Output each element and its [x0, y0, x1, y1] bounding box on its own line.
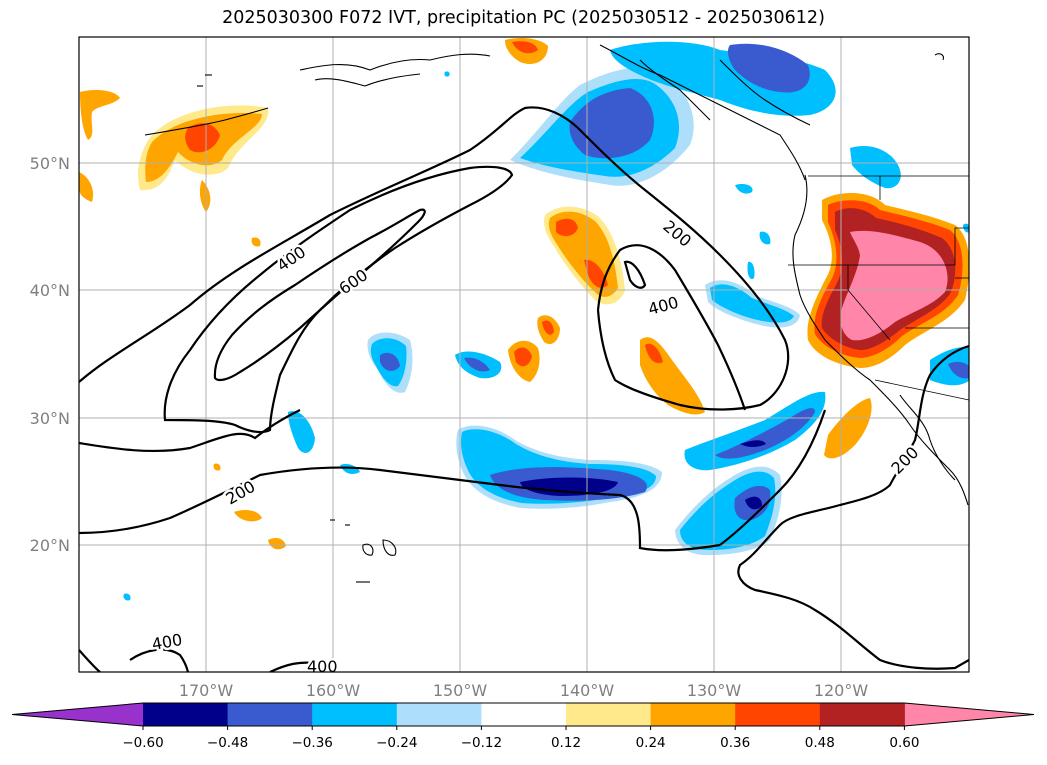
coastlines: [144, 44, 969, 583]
precip-positive-region: [584, 259, 608, 288]
ivt-contour-400: [163, 165, 514, 434]
ivt-contour-600: [213, 208, 426, 382]
precip-positive-region: [79, 172, 94, 202]
precip-negative-region: [747, 261, 755, 280]
contour-label: 400: [150, 630, 183, 654]
colorbar-tick-label: −0.48: [207, 735, 248, 751]
colorbar-tick-label: −0.24: [376, 735, 417, 751]
ivt-contour-200: [719, 409, 827, 546]
precip-positive-region: [542, 320, 554, 335]
colorbar-tick-label: 0.24: [636, 735, 666, 751]
ivt-contour-400: [596, 244, 747, 411]
precip-positive-region: [645, 343, 663, 364]
precip-negative-region: [727, 43, 810, 93]
contour-label: 200: [223, 477, 259, 509]
precip-positive-region: [251, 237, 261, 247]
precip-positive-region: [80, 90, 120, 140]
precip-positive-region: [514, 347, 532, 367]
precip-negative-region: [340, 463, 360, 474]
precip-positive-region: [185, 123, 220, 153]
precip-negative-region: [380, 352, 400, 371]
lat-labels: 50°N 40°N 30°N 20°N: [30, 154, 70, 555]
colorbar-tick-label: −0.60: [122, 735, 163, 751]
precip-negative-region: [850, 145, 901, 189]
lat-label: 20°N: [30, 536, 70, 555]
colorbar-tick-label: 0.60: [889, 735, 919, 751]
precip-negative-region: [684, 391, 826, 471]
colorbar-segment: [396, 703, 482, 726]
ivt-contour-200: [79, 466, 721, 552]
colorbar-tick-label: 0.12: [551, 735, 581, 751]
colorbar-segment: [227, 703, 313, 726]
contour-label: 200: [659, 217, 695, 251]
colorbar-segment: [481, 703, 567, 726]
precip-negative-region: [444, 71, 450, 77]
ivt-contour-400: [623, 260, 647, 289]
ivt-contours: [79, 106, 969, 672]
precip-positive-region: [512, 41, 538, 54]
map-title: 2025030300 F072 IVT, precipitation PC (2…: [222, 8, 825, 28]
precip-negative-region: [735, 183, 753, 194]
colorbar-segment: [143, 703, 229, 726]
ivt-contour-200: [737, 344, 969, 670]
colorbar-tick-label: 0.36: [720, 735, 750, 751]
lat-label: 40°N: [30, 281, 70, 300]
precip-negative-region: [715, 408, 815, 459]
precip-negative-region: [123, 593, 131, 601]
lon-label: 170°W: [179, 681, 234, 700]
lon-label: 150°W: [433, 681, 488, 700]
colorbar-tick-label: −0.36: [292, 735, 333, 751]
colorbar-segment: [650, 703, 736, 726]
lat-label: 50°N: [30, 154, 70, 173]
map-area: 200 400 600 400 200 200 400 400: [79, 37, 969, 676]
precip-negative-region: [759, 231, 771, 245]
precip-negative-region: [745, 496, 762, 510]
lon-label: 140°W: [560, 681, 615, 700]
contour-label: 400: [307, 657, 338, 676]
colorbar-segment: [819, 703, 905, 726]
lon-label: 130°W: [687, 681, 742, 700]
ivt-contour-400: [129, 648, 190, 672]
ivt-contour-200: [79, 106, 790, 411]
borders: [788, 175, 969, 401]
ivt-contour-400: [269, 661, 335, 672]
precip-negative-region: [288, 411, 315, 453]
colorbar-tick-label: 0.48: [805, 735, 835, 751]
colorbar-over-extension: [904, 703, 1034, 726]
colorbar: −0.60 −0.48 −0.36 −0.24 −0.12 0.12 0.24 0.36 0.4…: [11, 702, 1035, 751]
colorbar-segment: [735, 703, 821, 726]
precip-positive-region: [824, 398, 872, 459]
precip-negative-region: [520, 477, 618, 496]
lon-labels: 170°W 160°W 150°W 140°W 130°W 120°W: [179, 681, 869, 700]
precip-negative-region: [710, 284, 794, 323]
precip-negative-region: [464, 357, 490, 372]
precip-positive-region: [556, 218, 578, 237]
lon-label: 120°W: [814, 681, 869, 700]
precip-positive-region: [213, 463, 221, 471]
map-frame: [78, 36, 970, 673]
contour-label: 200: [887, 443, 922, 478]
graticule: [79, 37, 969, 672]
precip-positive-region: [199, 180, 211, 212]
ivt-contour-labels: 200 400 600 400 200 200 400 400: [148, 214, 925, 676]
contour-label: 400: [646, 293, 680, 319]
colorbar-under-extension: [12, 703, 143, 726]
precip-positive-region: [268, 538, 286, 550]
colorbar-tick-label: −0.12: [461, 735, 502, 751]
ivt-contour-400: [79, 649, 101, 672]
colorbar-segment: [566, 703, 652, 726]
colorbar-segment: [312, 703, 398, 726]
precip-negative-region: [740, 440, 766, 447]
lon-label: 160°W: [306, 681, 361, 700]
contour-label: 400: [273, 242, 309, 275]
precip-positive-region: [234, 510, 262, 522]
lat-label: 30°N: [30, 409, 70, 428]
precip-fills: [79, 38, 969, 601]
precip-negative-region: [948, 361, 969, 379]
